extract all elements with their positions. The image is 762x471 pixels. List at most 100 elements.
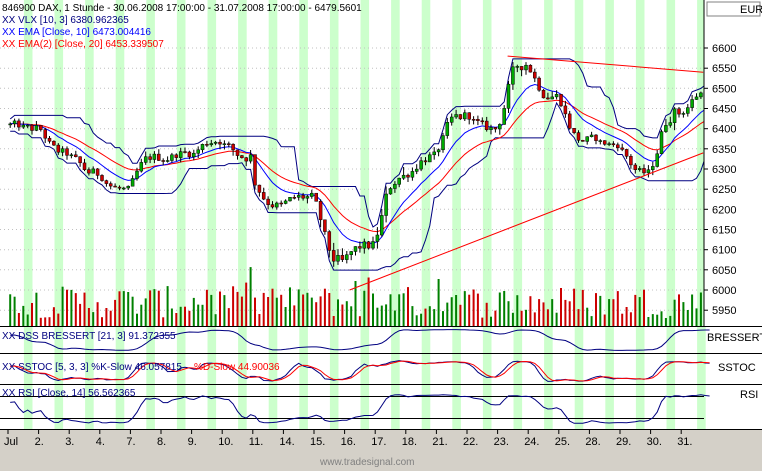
- legend-sstoc-k[interactable]: XX SSTOC [5, 3, 3] %K-Slow 46.057815: [2, 362, 182, 373]
- candle-body: [362, 241, 367, 249]
- legend-ema20[interactable]: XX EMA(2) [Close, 20] 6453.339507: [2, 39, 164, 50]
- volume-bar: [376, 307, 379, 326]
- volume-bar: [363, 290, 366, 326]
- candle-body: [65, 148, 69, 156]
- session-band: [238, 385, 247, 429]
- volume-bar: [538, 299, 541, 326]
- session-band: [666, 354, 676, 384]
- session-band: [574, 385, 584, 429]
- volume-bar: [341, 304, 344, 326]
- volume-bar: [109, 310, 112, 326]
- volume-bar: [590, 316, 593, 326]
- candle-body: [624, 149, 629, 157]
- candle-body: [82, 162, 87, 170]
- legend-sstoc-d[interactable]: %D-Slow 44.90036: [194, 362, 280, 373]
- y-tick-label: 6000: [712, 285, 736, 297]
- candle-body: [117, 186, 122, 189]
- sstoc-axis-label: SSTOC: [718, 362, 756, 374]
- dss-axis-label: BRESSERT: [707, 332, 762, 344]
- volume-bar: [577, 309, 580, 326]
- session-band: [146, 354, 155, 384]
- legend-ema10[interactable]: XX EMA [Close, 10] 6473.004416: [2, 27, 151, 38]
- candle-body: [200, 144, 205, 151]
- candle-body: [454, 114, 458, 118]
- volume-bar: [214, 314, 217, 326]
- volume-bar: [39, 317, 42, 326]
- session-band: [85, 354, 94, 384]
- resistance-trendline[interactable]: [507, 55, 704, 73]
- legend-dss[interactable]: XX DSS BRESSERT [21, 3] 91.372355: [2, 331, 176, 342]
- session-band: [329, 385, 339, 429]
- volume-bar: [249, 267, 252, 326]
- volume-bar: [415, 315, 418, 326]
- volume-bar: [616, 291, 619, 326]
- volume-bar: [472, 289, 475, 326]
- volume-bar: [516, 295, 519, 326]
- legend-rsi[interactable]: XX RSI [Close, 14] 56.562365: [2, 388, 136, 399]
- candle-body: [17, 120, 21, 128]
- sstoc-k-line: [10, 360, 710, 382]
- candle-body: [458, 114, 463, 120]
- volume-bar: [551, 299, 554, 326]
- candle-body: [493, 127, 498, 130]
- session-band: [574, 327, 584, 353]
- volume-bar: [79, 303, 82, 326]
- candle-body: [506, 83, 511, 109]
- candle-body: [248, 154, 253, 162]
- candle-body: [550, 96, 554, 100]
- volume-bar: [267, 297, 270, 326]
- candle-body: [515, 66, 520, 68]
- candle-body: [279, 202, 283, 205]
- candle-body: [100, 175, 104, 181]
- candle-body: [39, 125, 43, 130]
- volume-bar: [455, 295, 458, 326]
- candle-body: [646, 169, 651, 174]
- candle-body: [511, 66, 515, 85]
- candle-body: [699, 92, 703, 98]
- session-band: [23, 0, 33, 326]
- volume-bar: [481, 317, 484, 326]
- legend-vlx[interactable]: XX VLX [10, 3] 6380.962365: [2, 15, 129, 26]
- candle-body: [283, 200, 288, 204]
- volume-bar: [114, 299, 117, 326]
- support-trendline[interactable]: [349, 152, 704, 291]
- session-band: [421, 327, 431, 353]
- volume-bar: [581, 289, 584, 326]
- x-tick-label: 22.: [463, 436, 478, 448]
- session-band: [544, 354, 553, 384]
- y-tick-label: 6400: [712, 124, 736, 136]
- volume-bar: [166, 286, 169, 326]
- volume-bar: [26, 314, 29, 326]
- candle-body: [380, 215, 384, 236]
- candle-body: [314, 192, 318, 202]
- x-tick-label: 3.: [65, 436, 74, 448]
- volume-bar: [44, 317, 47, 326]
- session-band: [54, 327, 64, 353]
- session-band: [635, 327, 645, 353]
- volume-bar: [66, 289, 68, 326]
- session-band: [482, 354, 492, 384]
- candle-body: [170, 154, 174, 161]
- volume-bar: [289, 287, 291, 326]
- session-band: [54, 385, 64, 429]
- volume-bar: [691, 294, 694, 326]
- session-band: [176, 385, 186, 429]
- session-band: [176, 327, 186, 353]
- session-band: [574, 0, 584, 326]
- candle-body: [235, 149, 240, 156]
- session-band: [421, 354, 431, 384]
- candle-body: [275, 202, 279, 208]
- session-band: [544, 0, 553, 326]
- candle-body: [52, 140, 56, 146]
- candle-body: [161, 160, 165, 162]
- candle-body: [406, 174, 410, 178]
- candle-body: [183, 151, 187, 153]
- volume-bar: [599, 295, 602, 326]
- volume-bar: [192, 297, 195, 326]
- candle-body: [253, 154, 257, 186]
- candle-body: [589, 134, 594, 137]
- session-band: [85, 0, 94, 326]
- candle-body: [296, 195, 301, 198]
- volume-bar: [262, 292, 265, 326]
